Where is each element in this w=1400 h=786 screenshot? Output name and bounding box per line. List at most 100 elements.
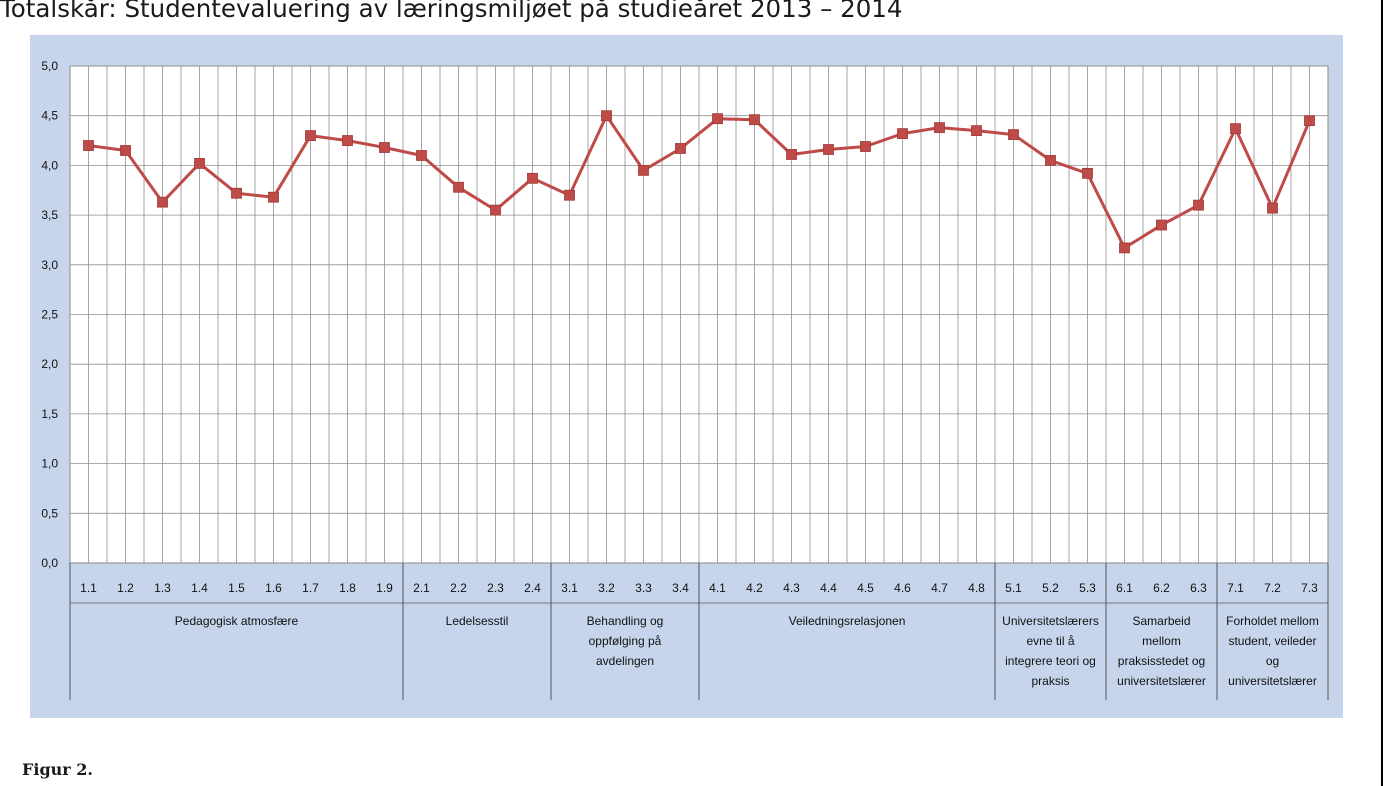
category-group-label-line: Forholdet mellom [1226,614,1319,628]
data-point-marker [675,143,686,154]
data-point-marker [971,125,982,137]
category-axis [69,563,1329,700]
y-axis-tick-labels: 0,0 0,5 1,0 1,5 2,0 2,5 3,0 3,5 4,0 4,5 5,0 [41,59,58,570]
data-point-marker [749,114,760,126]
x-tick-label: 3.2 [598,581,615,595]
category-group-label-line: praksis [1031,674,1069,688]
category-group-label-line: Behandling og [587,614,664,628]
category-group-label-line: universitetslærer [1228,674,1317,688]
x-tick-label: 4.5 [857,581,874,595]
x-tick-label: 7.1 [1227,581,1244,595]
x-tick-label: 6.3 [1190,581,1207,595]
category-group-label-line: praksisstedet og [1118,654,1205,668]
y-tick-label: 0,5 [41,506,58,520]
category-group-label-line: og [1266,654,1279,668]
x-tick-label: 3.3 [635,581,652,595]
x-tick-label: 1.3 [154,581,171,595]
category-group-label-line: Universitetslærers [1002,614,1099,628]
data-series [83,110,1315,254]
data-point-marker [83,140,94,151]
category-group-label-line: Pedagogisk atmosfære [175,614,299,628]
data-point-marker [712,113,723,125]
x-tick-label: 4.7 [931,581,948,595]
data-point-marker [305,130,316,141]
y-tick-label: 4,0 [41,158,58,172]
data-point-marker [453,181,464,193]
data-point-marker [1045,155,1056,166]
category-group-label-line: student, veileder [1228,634,1316,648]
horizontal-gridlines [70,65,1328,514]
x-tick-label: 4.3 [783,581,800,595]
x-tick-label: 4.1 [709,581,726,595]
category-group-label-line: oppfølging på [589,634,662,648]
page-title: Totalskår: Studentevaluering av læringsm… [0,0,903,23]
y-tick-label: 3,5 [41,208,58,222]
y-tick-label: 5,0 [41,59,58,73]
data-point-marker [1119,242,1130,254]
data-point-marker [416,150,427,161]
data-point-marker [490,204,501,216]
y-tick-label: 4,5 [41,109,58,123]
y-tick-label: 1,0 [41,457,58,471]
data-point-marker [1082,167,1093,179]
data-point-marker [1008,129,1019,140]
data-point-marker [860,141,871,152]
data-point-marker [1304,115,1315,127]
data-point-marker [120,145,131,156]
x-tick-label: 7.2 [1264,581,1281,595]
x-tick-label: 1.6 [265,581,282,595]
category-group-label-line: avdelingen [596,654,654,668]
x-tick-label: 4.8 [968,581,985,595]
series-line [88,114,1311,250]
x-tick-label: 2.1 [413,581,430,595]
category-group-label: Forholdet mellom student, veileder og unive… [1226,614,1319,688]
x-tick-label: 1.7 [302,581,319,595]
x-tick-label: 4.6 [894,581,911,595]
category-group-label: Pedagogisk atmosfære [175,614,299,628]
data-point-marker [1267,202,1278,214]
x-tick-label: 4.4 [820,581,837,595]
data-point-marker [157,196,168,208]
data-point-marker [231,187,242,199]
category-group-label: Behandling og oppfølging på avdelingen [587,614,664,668]
x-tick-label: 4.2 [746,581,763,595]
category-group-label-line: evne til å [1026,634,1074,648]
x-tick-label: 2.4 [524,581,541,595]
x-tick-label: 2.3 [487,581,504,595]
category-group-label: Ledelsesstil [446,614,509,628]
data-point-marker [527,172,538,184]
data-point-marker [601,110,612,122]
category-group-label: Samarbeid mellom praksisstedet og universit… [1117,614,1206,688]
data-point-marker [379,142,390,153]
data-point-marker [786,149,797,160]
y-tick-label: 1,5 [41,407,58,421]
x-tick-label: 1.5 [228,581,245,595]
x-tick-label: 3.4 [672,581,689,595]
category-group-label-line: Samarbeid [1132,614,1190,628]
x-tick-label: 7.3 [1301,581,1318,595]
y-tick-label: 2,5 [41,308,58,322]
data-point-marker [564,189,575,201]
x-axis-tick-labels: 1.1 1.2 1.3 1.4 1.5 1.6 1.7 1.8 1.9 2.1 2.2 2.3 2.4 3… [80,581,1318,595]
category-group-label-line: mellom [1142,634,1181,648]
category-group-label-line: Ledelsesstil [446,614,509,628]
category-group-label-line: universitetslærer [1117,674,1206,688]
y-tick-label: 2,0 [41,357,58,371]
x-tick-label: 1.2 [117,581,134,595]
data-point-marker [1156,219,1167,231]
data-point-marker [823,144,834,155]
y-tick-label: 0,0 [41,556,58,570]
x-tick-label: 5.3 [1079,581,1096,595]
x-tick-label: 1.4 [191,581,208,595]
x-tick-label: 5.2 [1042,581,1059,595]
x-tick-label: 5.1 [1005,581,1022,595]
category-group-labels: Pedagogisk atmosfære Ledelsesstil Behandli… [175,614,1319,688]
x-tick-label: 3.1 [561,581,578,595]
category-group-label: Universitetslærers evne til å integrere te… [1002,614,1099,688]
data-point-marker [897,128,908,139]
x-tick-label: 6.2 [1153,581,1170,595]
x-tick-label: 6.1 [1116,581,1133,595]
x-tick-label: 1.1 [80,581,97,595]
category-group-label: Veiledningsrelasjonen [789,614,906,628]
x-tick-label: 2.2 [450,581,467,595]
